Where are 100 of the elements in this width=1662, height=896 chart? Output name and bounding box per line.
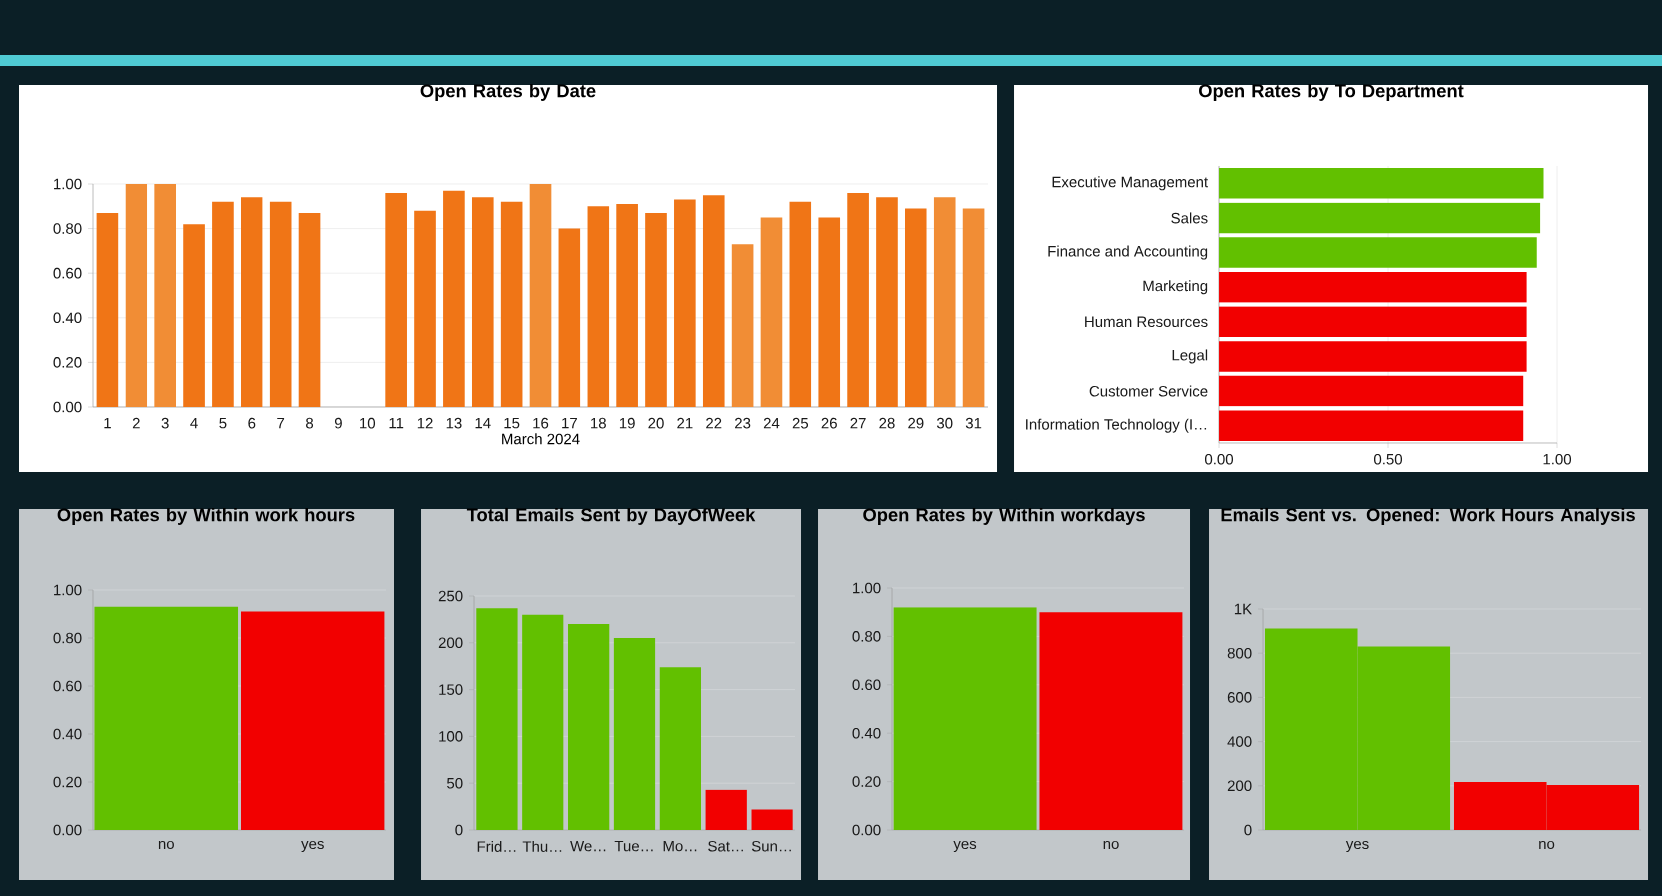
bar [731,244,754,407]
bar [529,183,552,407]
x-tick-label: yes [953,840,977,853]
x-tick-label: 13 [446,417,462,429]
x-tick-label: 11 [389,417,404,429]
bar [933,197,956,407]
bar [443,190,465,407]
bar [183,224,205,407]
x-tick-label: 23 [735,417,751,429]
y-tick-label: 0.80 [53,223,82,234]
x-tick-label: 9 [334,417,342,429]
bar [471,197,494,407]
y-tick-label: 200 [1227,780,1252,792]
bar [240,197,263,407]
y-tick-label: 0 [455,824,463,836]
chart-title: Open Rates by Date [420,83,596,101]
y-tick-label: 1.00 [54,584,82,596]
bar [962,208,985,407]
x-tick-label: 30 [936,417,953,429]
x-tick-label: yes [1345,840,1369,853]
x-tick-label: 26 [821,417,837,429]
y-tick-label: 0.20 [53,776,82,788]
bar [1219,237,1537,268]
y-tick-label: 150 [439,684,463,695]
y-tick-label: Finance and Accounting [1048,245,1208,260]
x-tick-label: 5 [219,417,227,429]
y-tick-label: Customer Service [1089,385,1208,397]
x-tick-label: 1 [104,417,111,429]
x-tick-label: 2 [132,417,140,429]
x-tick-label: 25 [792,417,809,429]
bar [154,183,176,407]
x-tick-label: Sat… [708,840,743,852]
bar [751,809,793,830]
y-tick-label: Sales [1171,212,1208,224]
bar [613,638,656,830]
bar [645,212,667,407]
y-tick-label: 0.00 [852,824,881,836]
bar [1219,341,1527,372]
y-tick-label: 0.40 [852,727,881,739]
y-tick-label: 100 [439,731,463,742]
bar [1219,375,1524,407]
x-tick-label: no [158,840,174,850]
y-tick-label: 200 [438,637,463,649]
bar [500,201,523,407]
bar [818,217,841,407]
x-tick-label: no [1539,840,1555,850]
y-tick-label: Executive Management [1052,176,1208,191]
x-tick-label: We… [570,840,606,852]
y-tick-label: 800 [1227,647,1252,659]
x-tick-label: 12 [417,417,433,429]
bar [674,199,696,407]
x-tick-label: 18 [591,417,606,429]
bar [847,192,869,407]
bar [385,192,407,407]
bar [1219,410,1524,441]
chart-title: Open Rates by To Department [1199,83,1464,101]
x-axis-title: March 2024 [502,433,580,445]
bar [96,212,119,407]
x-tick-label: 3 [161,417,169,429]
x-tick-label: 0.00 [1204,453,1234,465]
y-tick-label: 0.00 [53,401,82,413]
bar [876,197,898,407]
y-tick-label: 0.80 [53,632,82,644]
x-tick-label: 27 [850,417,866,429]
x-tick-label: 29 [908,417,924,429]
bar [522,614,564,830]
bar [587,206,610,407]
bar [298,212,321,407]
y-tick-label: 600 [1227,692,1252,703]
y-tick-label: 250 [438,590,463,602]
x-tick-label: 1.00 [1543,453,1572,465]
bar [1219,202,1541,234]
x-tick-label: 19 [619,417,635,429]
bar [616,204,638,407]
y-tick-label: 400 [1227,736,1252,747]
bar [125,183,148,407]
x-tick-label: 15 [504,417,520,429]
x-tick-label: 7 [277,417,285,429]
bar [476,608,518,830]
y-tick-label: 0.60 [53,267,82,279]
y-tick-label: Human Resources [1085,316,1208,328]
chart-title: Open Rates by Within workdays [863,507,1145,525]
bar [789,201,812,407]
x-tick-label: 17 [562,417,577,429]
x-tick-label: 0.50 [1374,453,1403,465]
bar [760,217,783,407]
x-tick-label: 10 [360,417,376,429]
y-tick-label: 0.40 [53,312,82,324]
x-tick-label: 16 [533,417,549,429]
bar [905,208,927,407]
y-tick-label: 0.60 [53,680,82,692]
bar [1219,271,1527,303]
y-tick-label: 0.20 [53,357,82,368]
y-tick-label: 1K [1234,603,1252,615]
bar [702,195,725,407]
x-tick-label: Tue… [614,840,653,852]
x-tick-label: Sun… [751,840,791,852]
y-tick-label: Information Technology (I… [1026,418,1207,433]
x-tick-label: Thu… [522,840,562,852]
x-tick-label: Frid… [477,840,516,852]
